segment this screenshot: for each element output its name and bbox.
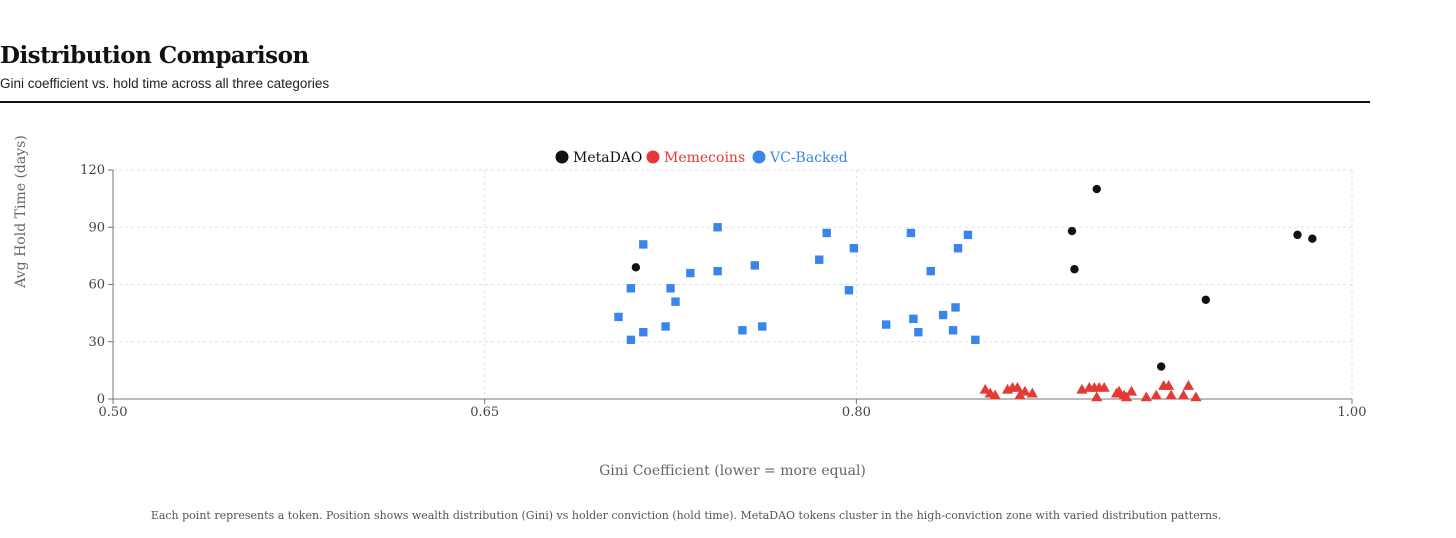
memecoins-point (1165, 389, 1177, 400)
metadao-point (1070, 265, 1079, 274)
vc-backed-point (738, 326, 747, 335)
metadao-point (1156, 362, 1166, 371)
legend-marker-metadao (555, 150, 569, 164)
x-axis-ticks: 0.50 0.65 0.80 1.00 (99, 399, 1367, 420)
legend-label-memecoins: Memecoins (664, 150, 745, 166)
vc-backed-point (844, 286, 854, 295)
vc-backed-point (906, 228, 916, 238)
vc-backed-point (661, 322, 670, 331)
vc-backed-point (815, 255, 824, 264)
memecoins-point (1120, 391, 1133, 402)
chart-subtitle: Gini coefficient vs. hold time across al… (0, 76, 330, 91)
vc-backed-point (951, 303, 960, 312)
metadao-point (1293, 230, 1302, 240)
legend-marker-vc-backed (752, 150, 766, 164)
vc-backed-point (926, 266, 935, 276)
grid-lines (112, 169, 1353, 399)
memecoins-point (1163, 380, 1175, 390)
memecoins-point (1019, 385, 1031, 396)
chart-title: Distribution Comparison (0, 42, 309, 69)
vc-backed-point (686, 268, 695, 278)
y-tick-label: 30 (88, 335, 105, 350)
memecoins-point (1098, 381, 1110, 392)
vc-backed-point (639, 240, 648, 249)
memecoins-point (1091, 391, 1103, 402)
vc-backed-point (881, 320, 891, 329)
metadao-point (631, 263, 641, 272)
metadao-point (1308, 234, 1317, 243)
x-tick-label: 0.65 (470, 405, 499, 420)
vc-backed-point (909, 314, 918, 324)
vc-backed-point (948, 326, 958, 335)
header-divider (0, 101, 1370, 103)
legend-label-metadao: MetaDAO (573, 150, 642, 166)
legend[interactable]: MetaDAO Memecoins VC-Backed (555, 150, 848, 166)
x-axis-title: Gini Coefficient (lower = more equal) (599, 463, 866, 479)
vc-backed-point (750, 261, 760, 270)
vc-backed-point (626, 335, 636, 345)
vc-backed-point (671, 297, 680, 306)
memecoins-point (979, 383, 991, 394)
vc-backed-point (849, 244, 859, 253)
x-tick-label: 0.50 (99, 405, 128, 420)
vc-backed-point (963, 230, 973, 240)
vc-backed-point (666, 284, 675, 293)
memecoins-point (1113, 385, 1125, 396)
x-tick-label: 1.00 (1338, 405, 1367, 420)
y-tick-label: 60 (88, 278, 105, 293)
vc-backed-point (758, 322, 767, 331)
memecoins-point (989, 389, 1001, 400)
y-axis-ticks: 0 30 60 90 120 (80, 163, 113, 407)
metadao-point (1201, 295, 1210, 304)
vc-backed-point (639, 328, 648, 337)
memecoins-point (1182, 380, 1195, 390)
memecoins-point (1011, 381, 1024, 392)
x-tick-label: 0.80 (842, 405, 871, 420)
vc-backed-point (953, 244, 963, 253)
metadao-point (1092, 184, 1101, 194)
memecoins-point (1026, 387, 1038, 398)
memecoins-point (1140, 391, 1152, 402)
y-tick-label: 120 (80, 163, 105, 178)
vc-backed-point (822, 228, 831, 238)
memecoins-point (1125, 385, 1138, 396)
vc-backed-point (971, 335, 980, 345)
legend-marker-memecoins (646, 150, 660, 164)
legend-label-vc-backed: VC-Backed (769, 150, 848, 166)
chart-footnote: Each point represents a token. Position … (150, 509, 1222, 522)
vc-backed-point (713, 223, 722, 232)
vc-backed-point (614, 312, 623, 322)
vc-backed-point (713, 266, 722, 276)
vc-backed-point (914, 328, 923, 337)
metadao-point (1067, 226, 1077, 236)
vc-backed-point (626, 284, 636, 293)
memecoins-point (1150, 389, 1162, 400)
memecoins-point (1190, 391, 1202, 402)
vc-backed-point (938, 310, 948, 320)
data-points (614, 184, 1317, 402)
y-axis-title: Avg Hold Time (days) (13, 135, 29, 289)
y-tick-label: 90 (88, 220, 105, 235)
scatter-chart: 0.50 0.65 0.80 1.00 0 30 60 90 120 MetaDAO Memec… (13, 135, 1367, 479)
y-tick-label: 0 (97, 392, 105, 407)
memecoins-point (1177, 389, 1190, 400)
